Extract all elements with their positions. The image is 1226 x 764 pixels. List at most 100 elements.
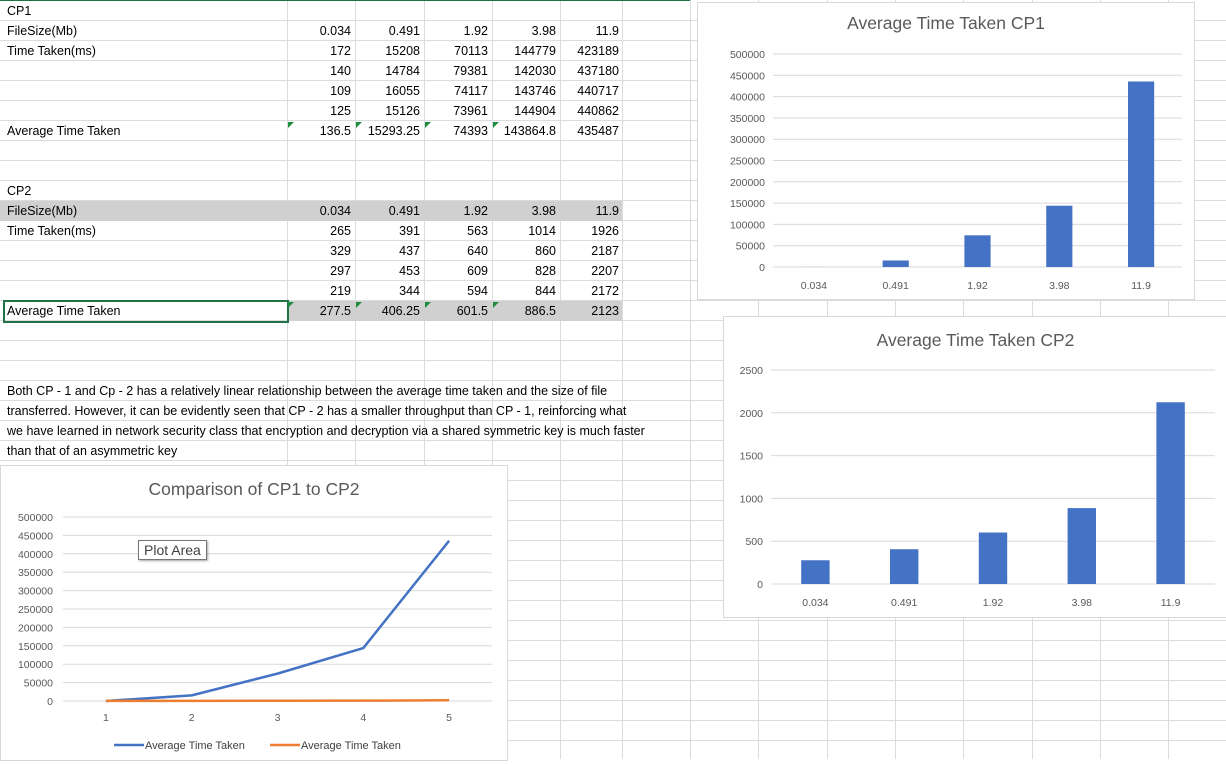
cp1-average-cell[interactable]: 143864.8 bbox=[492, 121, 556, 141]
cp2-average-cell[interactable]: 601.5 bbox=[424, 301, 488, 321]
cp2-time-cell[interactable]: 219 bbox=[287, 281, 351, 301]
cp1-time-cell[interactable]: 144779 bbox=[492, 41, 556, 61]
cp2-time-cell[interactable]: 844 bbox=[492, 281, 556, 301]
x-tick-label: 2 bbox=[189, 712, 195, 724]
cp1-time-cell[interactable]: 15126 bbox=[355, 101, 420, 121]
number-as-text-indicator bbox=[356, 302, 362, 308]
note-line-3[interactable]: we have learned in network security clas… bbox=[7, 421, 645, 441]
x-tick-label: 0.034 bbox=[801, 280, 827, 292]
cp1-title[interactable]: CP1 bbox=[7, 1, 31, 21]
bar bbox=[964, 235, 990, 267]
cp2-time-label[interactable]: Time Taken(ms) bbox=[7, 221, 96, 241]
number-as-text-indicator bbox=[493, 122, 499, 128]
cp2-time-cell[interactable]: 609 bbox=[424, 261, 488, 281]
cp2-average-cell[interactable]: 886.5 bbox=[492, 301, 556, 321]
cp1-time-cell[interactable]: 125 bbox=[287, 101, 351, 121]
cp1-time-cell[interactable]: 73961 bbox=[424, 101, 488, 121]
cp1-average-label[interactable]: Average Time Taken bbox=[7, 121, 121, 141]
cp1-average-cell[interactable]: 136.5 bbox=[287, 121, 351, 141]
bar bbox=[883, 260, 909, 267]
cp2-time-cell[interactable]: 437 bbox=[355, 241, 420, 261]
cp1-time-cell[interactable]: 15208 bbox=[355, 41, 420, 61]
cp2-title[interactable]: CP2 bbox=[7, 181, 31, 201]
cp1-time-cell[interactable]: 140 bbox=[287, 61, 351, 81]
cp1-filesize-cell[interactable]: 0.034 bbox=[287, 21, 351, 41]
cp1-filesize-label[interactable]: FileSize(Mb) bbox=[7, 21, 77, 41]
cp2-filesize-cell[interactable]: 3.98 bbox=[492, 201, 556, 221]
cp2-time-cell[interactable]: 1014 bbox=[492, 221, 556, 241]
y-tick-label: 300000 bbox=[730, 134, 765, 146]
cp2-time-cell[interactable]: 828 bbox=[492, 261, 556, 281]
cp2-time-cell[interactable]: 453 bbox=[355, 261, 420, 281]
cp1-time-cell[interactable]: 79381 bbox=[424, 61, 488, 81]
cp1-time-cell[interactable]: 74117 bbox=[424, 81, 488, 101]
cp1-time-cell[interactable]: 437180 bbox=[560, 61, 619, 81]
note-line-2[interactable]: transferred. However, it can be evidentl… bbox=[7, 401, 626, 421]
x-tick-label: 1.92 bbox=[967, 280, 988, 292]
cp1-time-cell[interactable]: 70113 bbox=[424, 41, 488, 61]
cp2-time-cell[interactable]: 297 bbox=[287, 261, 351, 281]
cp2-time-cell[interactable]: 1926 bbox=[560, 221, 619, 241]
number-as-text-indicator bbox=[425, 302, 431, 308]
cp1-time-label[interactable]: Time Taken(ms) bbox=[7, 41, 96, 61]
cp1-filesize-cell[interactable]: 11.9 bbox=[560, 21, 619, 41]
cp1-time-cell[interactable]: 440862 bbox=[560, 101, 619, 121]
bar bbox=[1068, 508, 1096, 584]
cp1-time-cell[interactable]: 144904 bbox=[492, 101, 556, 121]
cp1-average-cell[interactable]: 435487 bbox=[560, 121, 619, 141]
cp2-filesize-cell[interactable]: 0.034 bbox=[287, 201, 351, 221]
cp2-time-cell[interactable]: 2172 bbox=[560, 281, 619, 301]
cp2-time-cell[interactable]: 640 bbox=[424, 241, 488, 261]
cp2-filesize-cell[interactable]: 1.92 bbox=[424, 201, 488, 221]
cp1-time-cell[interactable]: 14784 bbox=[355, 61, 420, 81]
cp2-time-cell[interactable]: 2187 bbox=[560, 241, 619, 261]
cp2-time-cell[interactable]: 265 bbox=[287, 221, 351, 241]
cp1-time-cell[interactable]: 440717 bbox=[560, 81, 619, 101]
cp1-time-cell[interactable]: 143746 bbox=[492, 81, 556, 101]
cp2-filesize-cell[interactable]: 0.491 bbox=[355, 201, 420, 221]
cp1-time-cell[interactable]: 172 bbox=[287, 41, 351, 61]
y-tick-label: 2500 bbox=[740, 365, 764, 377]
cp1-time-cell[interactable]: 142030 bbox=[492, 61, 556, 81]
cp1-filesize-cell[interactable]: 0.491 bbox=[355, 21, 420, 41]
x-tick-label: 1 bbox=[103, 712, 109, 724]
cp2-time-cell[interactable]: 860 bbox=[492, 241, 556, 261]
x-tick-label: 3 bbox=[275, 712, 281, 724]
number-as-text-indicator bbox=[356, 122, 362, 128]
cp1-filesize-cell[interactable]: 3.98 bbox=[492, 21, 556, 41]
cp2-average-cell[interactable]: 2123 bbox=[560, 301, 619, 321]
cp2-average-cell[interactable]: 406.25 bbox=[355, 301, 420, 321]
note-line-1[interactable]: Both CP - 1 and Cp - 2 has a relatively … bbox=[7, 381, 607, 401]
comparison-chart-svg: 0500001000001500002000002500003000003500… bbox=[1, 466, 507, 760]
cp2-average-cell[interactable]: 277.5 bbox=[287, 301, 351, 321]
cp1-time-cell[interactable]: 109 bbox=[287, 81, 351, 101]
y-tick-label: 400000 bbox=[18, 549, 53, 561]
cp1-time-cell[interactable]: 16055 bbox=[355, 81, 420, 101]
note-line-4[interactable]: than that of an asymmetric key bbox=[7, 441, 177, 461]
cp1-chart-svg: 0500001000001500002000002500003000003500… bbox=[698, 3, 1194, 299]
cp2-filesize-label[interactable]: FileSize(Mb) bbox=[7, 201, 77, 221]
cp1-average-cell[interactable]: 15293.25 bbox=[355, 121, 420, 141]
legend-label: Average Time Taken bbox=[301, 740, 401, 752]
cp2-time-cell[interactable]: 391 bbox=[355, 221, 420, 241]
cp2-time-cell[interactable]: 563 bbox=[424, 221, 488, 241]
cp2-time-cell[interactable]: 329 bbox=[287, 241, 351, 261]
y-tick-label: 300000 bbox=[18, 586, 53, 598]
cp2-filesize-cell[interactable]: 11.9 bbox=[560, 201, 619, 221]
x-tick-label: 3.98 bbox=[1049, 280, 1070, 292]
cp1-average-cell[interactable]: 74393 bbox=[424, 121, 488, 141]
series-line bbox=[106, 541, 449, 701]
cp2-time-cell[interactable]: 2207 bbox=[560, 261, 619, 281]
cp1-filesize-cell[interactable]: 1.92 bbox=[424, 21, 488, 41]
cp2-time-cell[interactable]: 344 bbox=[355, 281, 420, 301]
cp1-time-cell[interactable]: 423189 bbox=[560, 41, 619, 61]
series-line bbox=[106, 700, 449, 701]
active-cell-border bbox=[3, 300, 289, 323]
y-tick-label: 250000 bbox=[730, 156, 765, 168]
y-tick-label: 350000 bbox=[730, 113, 765, 125]
cp2-time-cell[interactable]: 594 bbox=[424, 281, 488, 301]
